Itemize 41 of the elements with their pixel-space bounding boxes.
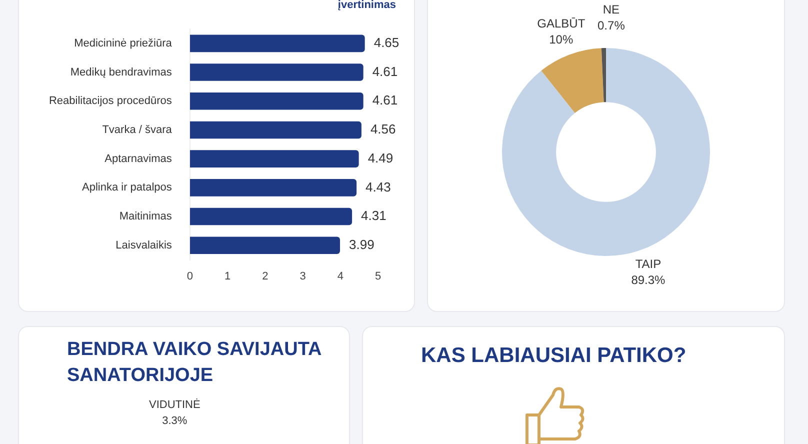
bar [190, 34, 365, 52]
x-tick-label: 5 [374, 270, 382, 282]
bar [190, 92, 364, 110]
text: BENDRA VAIKO SAVIJAUTA SANATORIJOJE [67, 338, 322, 388]
x-tick-label: 1 [224, 270, 231, 282]
data-label: 4.56 [370, 122, 396, 137]
data-label: 4.65 [374, 35, 400, 50]
y-tick-label: Tvarka / švara [102, 124, 173, 136]
data-label: 4.31 [361, 208, 386, 224]
y-tick-label: Medicininė priežiūra [74, 37, 173, 50]
slice-label: NE [602, 2, 620, 16]
data-label: 0.7% [598, 18, 626, 32]
text: VIDUTINĖ [149, 399, 200, 411]
y-tick-label: Medikų bendravimas [70, 66, 172, 78]
bar [190, 179, 357, 196]
bar [190, 121, 362, 139]
y-tick-label: Aplinka ir patalpos [82, 182, 172, 194]
text: 3.3% [162, 415, 188, 427]
slice-label: GALBŪT [537, 16, 586, 30]
y-tick-label: Laisvalaikis [116, 239, 172, 252]
y-tick-label: Aptarnavimas [104, 152, 172, 165]
data-label: 4.61 [372, 64, 398, 79]
x-tick-label: 4 [337, 270, 344, 282]
data-label: 10% [549, 32, 574, 46]
y-tick-label: Maitinimas [119, 210, 172, 223]
slice-label: TAIP [635, 257, 662, 272]
x-tick-label: 0 [186, 270, 193, 282]
data-label: 89.3% [631, 273, 666, 288]
text: įvertinimas [338, 0, 396, 11]
data-label: 4.43 [366, 179, 391, 194]
x-tick-label: 2 [262, 270, 268, 282]
bar [190, 150, 359, 168]
data-label: 3.99 [349, 236, 374, 252]
bar [190, 64, 364, 81]
data-label: 4.49 [368, 150, 394, 166]
x-tick-label: 3 [300, 270, 306, 282]
bar [190, 208, 352, 226]
text: KAS LABIAUSIAI PATIKO? [421, 343, 686, 369]
bar [190, 236, 340, 254]
y-tick-label: Reabilitacijos procedūros [48, 95, 172, 108]
data-label: 4.61 [372, 92, 398, 108]
